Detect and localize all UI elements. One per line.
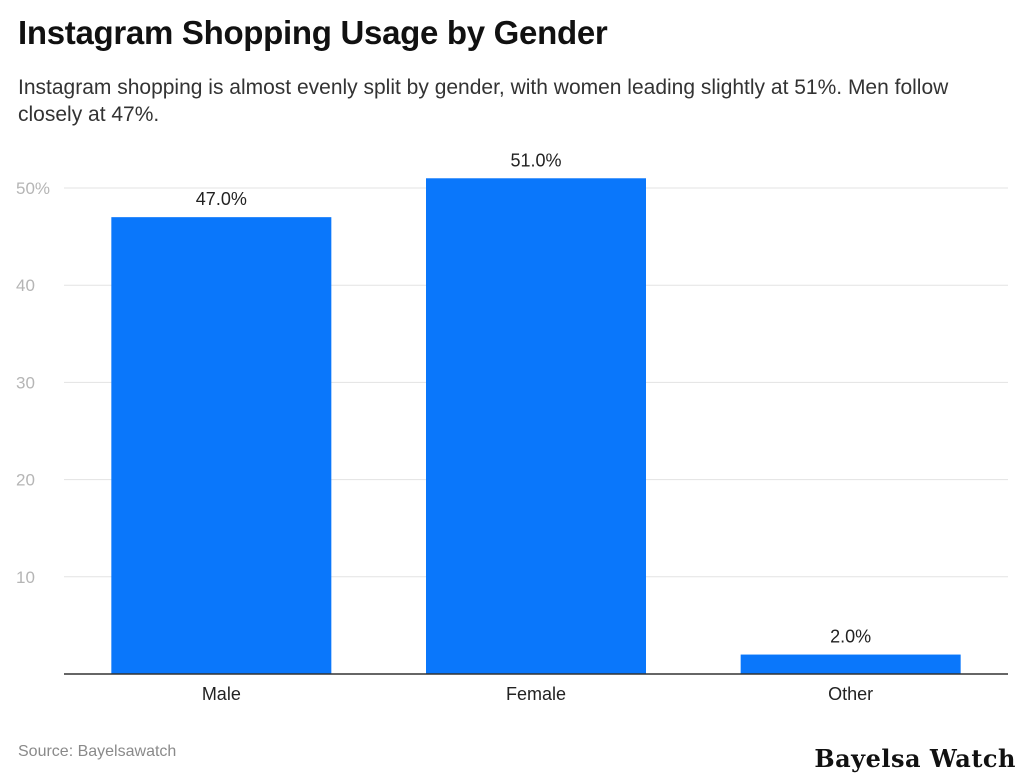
y-tick-label: 10 (16, 568, 35, 587)
bar-value-labels: 47.0% 51.0% 2.0% (196, 150, 871, 646)
bar-male (111, 217, 332, 674)
bar-other (740, 654, 961, 674)
x-tick-label-female: Female (506, 684, 566, 704)
x-tick-label-other: Other (828, 684, 873, 704)
value-label-male: 47.0% (196, 189, 247, 209)
source-note: Source: Bayelsawatch (18, 743, 177, 760)
bar-female (426, 178, 646, 674)
x-axis-tick-labels: Male Female Other (202, 684, 873, 704)
y-axis-tick-labels: 10 20 30 40 50% (16, 179, 50, 587)
y-tick-label: 20 (16, 471, 35, 490)
bars (111, 178, 961, 674)
x-tick-label-male: Male (202, 684, 241, 704)
value-label-female: 51.0% (510, 150, 561, 170)
y-tick-label: 30 (16, 373, 35, 392)
y-tick-label: 40 (16, 276, 35, 295)
chart-title: Instagram Shopping Usage by Gender (18, 14, 608, 51)
bar-chart: 10 20 30 40 50% 47.0% 51.0% 2.0% Male Female Oth… (16, 150, 1008, 704)
value-label-other: 2.0% (830, 627, 871, 647)
chart-subtitle: Instagram shopping is almost evenly spli… (18, 76, 949, 126)
y-tick-label: 50% (16, 179, 50, 198)
brand-logo: Bayelsa Watch (814, 744, 1016, 773)
